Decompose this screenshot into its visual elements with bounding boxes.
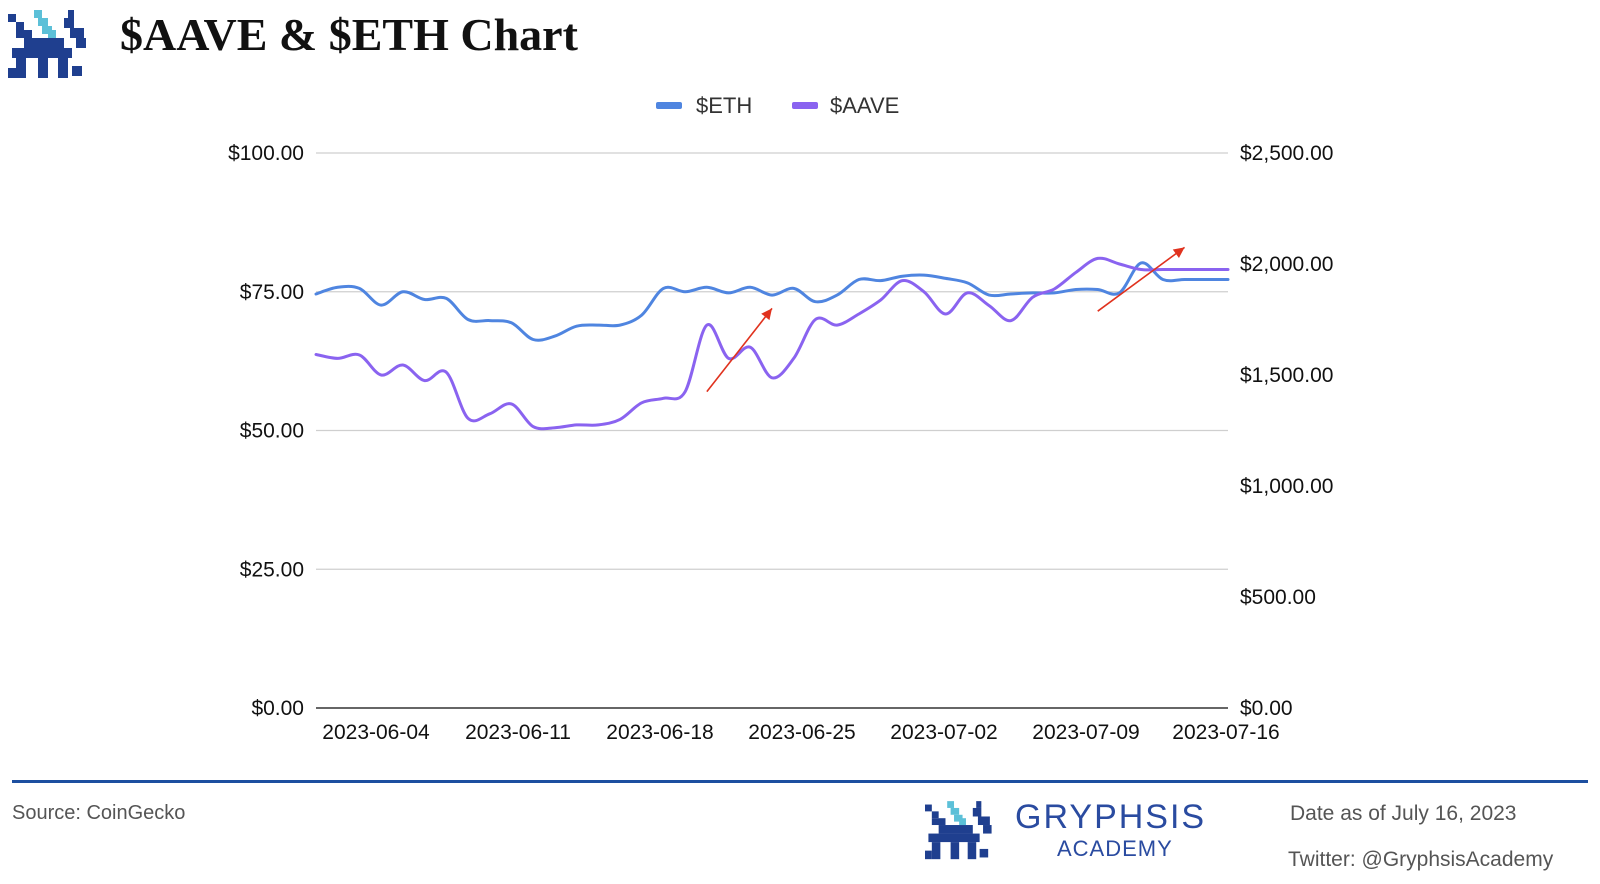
x-tick-label: 2023-07-02 xyxy=(890,721,997,744)
date-text: Date as of July 16, 2023 xyxy=(1290,802,1517,825)
series-line-aave xyxy=(314,256,1230,431)
x-axis: 2023-06-04 2023-06-11 2023-06-18 2023-06-25… xyxy=(322,721,1279,744)
brand-subtitle: ACADEMY xyxy=(1057,836,1173,861)
y-axis-right: $0.00 $500.00 $1,000.00 $1,500.00 $2,000.00 $… xyxy=(1240,142,1333,720)
source-text: Source: CoinGecko xyxy=(12,802,186,824)
chart-title: $AAVE & $ETH Chart xyxy=(120,9,578,60)
twitter-handle: Twitter: @GryphsisAcademy xyxy=(1288,848,1554,871)
x-tick-label: 2023-06-18 xyxy=(606,721,713,744)
y-left-tick-label: $50.00 xyxy=(240,420,304,443)
annotation-arrow-shaft xyxy=(1097,246,1186,312)
y-axis-left: $0.00 $25.00 $50.00 $75.00 $100.00 xyxy=(228,142,304,720)
annotation-arrows xyxy=(706,246,1186,393)
y-left-tick-label: $75.00 xyxy=(240,281,304,304)
series-line-eth xyxy=(314,261,1230,342)
y-right-tick-label: $2,000.00 xyxy=(1240,253,1333,276)
footer-divider xyxy=(12,780,1588,783)
y-right-tick-label: $1,000.00 xyxy=(1240,475,1333,498)
x-tick-label: 2023-06-11 xyxy=(465,721,571,744)
legend-label-eth: $ETH xyxy=(696,93,752,118)
legend-swatch-aave xyxy=(792,102,818,109)
x-tick-label: 2023-06-25 xyxy=(748,721,855,744)
y-left-tick-label: $0.00 xyxy=(251,697,304,720)
red-arrow-icon xyxy=(1172,247,1185,258)
header: $AAVE & $ETH Chart xyxy=(0,0,1600,90)
y-right-tick-label: $1,500.00 xyxy=(1240,364,1333,387)
series-lines xyxy=(314,256,1230,431)
brand-name: GRYPHSIS xyxy=(1015,798,1207,836)
brand-block: GRYPHSIS ACADEMY xyxy=(925,798,1215,870)
x-tick-label: 2023-07-09 xyxy=(1032,721,1139,744)
legend: $ETH $AAVE xyxy=(656,93,899,118)
legend-label-aave: $AAVE xyxy=(830,93,899,118)
x-tick-label: 2023-07-16 xyxy=(1172,721,1279,744)
legend-swatch-eth xyxy=(656,102,682,109)
gryphon-pixel-logo-icon xyxy=(925,801,992,860)
y-right-tick-label: $0.00 xyxy=(1240,697,1293,720)
y-right-tick-label: $2,500.00 xyxy=(1240,142,1333,165)
y-left-tick-label: $100.00 xyxy=(228,142,304,165)
gryphon-pixel-logo-icon xyxy=(8,10,86,78)
red-arrow-icon xyxy=(761,308,772,321)
gridlines xyxy=(316,152,1228,709)
y-right-tick-label: $500.00 xyxy=(1240,586,1316,609)
annotation-arrow-shaft xyxy=(706,307,773,393)
x-tick-label: 2023-06-04 xyxy=(322,721,430,744)
y-left-tick-label: $25.00 xyxy=(240,558,304,581)
chart-area: $ETH $AAVE $0.00 $25.00 $50.00 $75.00 $100.0… xyxy=(228,93,1333,744)
